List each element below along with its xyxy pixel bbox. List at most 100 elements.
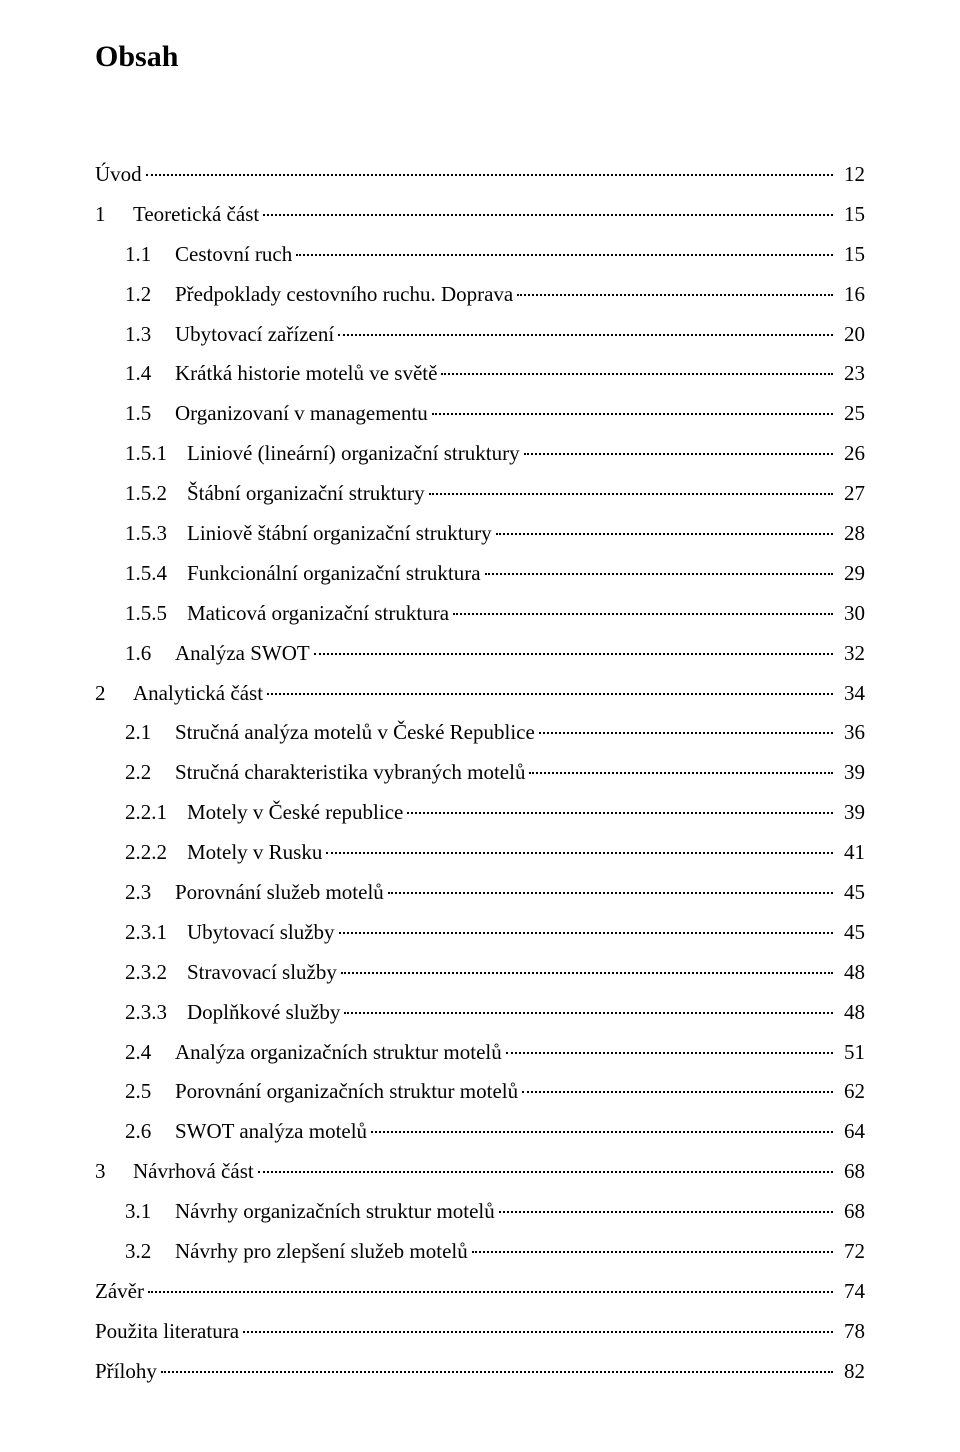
toc-entry-label: Přílohy [95,1352,157,1392]
toc-entry-number: 3.1 [125,1192,175,1232]
toc-dot-leader [524,453,833,455]
toc-entry: 2.3.2Stravovací služby48 [95,953,865,993]
toc-entry-page: 28 [837,514,865,554]
toc-dot-leader [522,1091,833,1093]
toc-dot-leader [506,1052,833,1054]
toc-entry-label: Analýza organizačních struktur motelů [175,1033,502,1073]
toc-entry: Závěr74 [95,1272,865,1312]
toc-entry-page: 16 [837,275,865,315]
toc-entry-label: Motely v Rusku [187,833,322,873]
toc-dot-leader [148,1291,833,1293]
toc-entry-label: Závěr [95,1272,144,1312]
toc-entry: 1.5.2Štábní organizační struktury 27 [95,474,865,514]
toc-entry-label: Motely v České republice [187,793,403,833]
toc-dot-leader [296,254,833,256]
toc-entry: 1.3Ubytovací zařízení20 [95,315,865,355]
toc-dot-leader [529,772,833,774]
toc-entry: 2.2Stručná charakteristika vybraných mot… [95,753,865,793]
toc-entry-page: 72 [837,1232,865,1272]
toc-dot-leader [388,892,833,894]
toc-dot-leader [267,693,833,695]
toc-entry-label: Teoretická část [133,195,259,235]
toc-entry-label: Maticová organizační struktura [187,594,449,634]
toc-entry-label: Ubytovací zařízení [175,315,334,355]
toc-entry: 2.3Porovnání služeb motelů45 [95,873,865,913]
toc-entry-label: Krátká historie motelů ve světě [175,354,437,394]
toc-entry-label: Cestovní ruch [175,235,292,275]
toc-entry-label: Funkcionální organizační struktura [187,554,481,594]
toc-entry-label: Liniově štábní organizační struktury [187,514,492,554]
toc-entry-label: Liniové (lineární) organizační struktury [187,434,520,474]
toc-entry: 1.6Analýza SWOT32 [95,634,865,674]
toc-entry-number: 2.6 [125,1112,175,1152]
toc-entry-number: 1.2 [125,275,175,315]
toc-entry: 1Teoretická část15 [95,195,865,235]
toc-entry-label: Úvod [95,155,142,195]
toc-entry-page: 68 [837,1152,865,1192]
toc-entry-label: Analýza SWOT [175,634,310,674]
toc-entry-page: 64 [837,1112,865,1152]
toc-entry-page: 34 [837,674,865,714]
toc-dot-leader [161,1371,833,1373]
toc-entry: 3.1Návrhy organizačních struktur motelů6… [95,1192,865,1232]
toc-entry-number: 3.2 [125,1232,175,1272]
toc-entry-page: 32 [837,634,865,674]
toc-entry-number: 1.5.5 [125,594,187,634]
toc-entry: 2.2.2Motely v Rusku41 [95,833,865,873]
toc-entry-page: 51 [837,1033,865,1073]
toc-entry: 2.3.1Ubytovací služby45 [95,913,865,953]
toc-entry-page: 20 [837,315,865,355]
toc-entry: 3.2Návrhy pro zlepšení služeb motelů72 [95,1232,865,1272]
toc-entry-page: 48 [837,953,865,993]
toc-entry: 2.5Porovnání organizačních struktur mote… [95,1072,865,1112]
toc-entry: 2.1Stručná analýza motelů v České Republ… [95,713,865,753]
toc-entry-page: 48 [837,993,865,1033]
toc-entry: 2Analytická část34 [95,674,865,714]
toc-entry-page: 27 [837,474,865,514]
toc-entry-number: 1.5.2 [125,474,187,514]
toc-entry-label: Štábní organizační struktury [187,474,425,514]
toc-entry-number: 2.2 [125,753,175,793]
toc-entry: 2.2.1Motely v České republice39 [95,793,865,833]
toc-entry: 1.5.5Maticová organizační struktura30 [95,594,865,634]
toc-entry-label: Stručná charakteristika vybraných motelů [175,753,525,793]
toc-entry-number: 1.5 [125,394,175,434]
toc-entry: 2.6SWOT analýza motelů64 [95,1112,865,1152]
toc-entry: 3Návrhová část68 [95,1152,865,1192]
toc-dot-leader [326,852,833,854]
toc-entry-number: 2.4 [125,1033,175,1073]
toc-dot-leader [429,493,833,495]
toc-dot-leader [243,1331,833,1333]
toc-entry: 1.1Cestovní ruch15 [95,235,865,275]
toc-dot-leader [146,174,833,176]
toc-dot-leader [339,932,833,934]
toc-entry-page: 36 [837,713,865,753]
toc-entry-number: 1 [95,195,133,235]
toc-entry: 1.5.3Liniově štábní organizační struktur… [95,514,865,554]
toc-entry-number: 1.5.3 [125,514,187,554]
toc-entry: Přílohy82 [95,1352,865,1392]
toc-entry-label: Použita literatura [95,1312,239,1352]
toc-dot-leader [432,413,833,415]
page: Obsah Úvod1 2 1Teoretická část151.1Cestovn… [0,0,960,1452]
toc-entry-label: Návrhy organizačních struktur motelů [175,1192,495,1232]
toc-entry-page: 25 [837,394,865,434]
toc-entry-number: 1.5.4 [125,554,187,594]
toc-entry: 2.3.3Doplňkové služby48 [95,993,865,1033]
page-title: Obsah [95,28,865,85]
toc-entry: 1.5.1Liniové (lineární) organizační stru… [95,434,865,474]
toc-entry-page: 62 [837,1072,865,1112]
toc-dot-leader [258,1171,833,1173]
toc-entry-number: 1.1 [125,235,175,275]
toc-entry-page: 45 [837,913,865,953]
toc-entry-page: 26 [837,434,865,474]
toc-dot-leader [407,812,833,814]
toc-entry: Použita literatura78 [95,1312,865,1352]
toc-entry-number: 3 [95,1152,133,1192]
toc-entry-number: 2.1 [125,713,175,753]
toc-entry-label: Porovnání služeb motelů [175,873,384,913]
toc-entry-number: 2 [95,674,133,714]
toc-entry-page: 29 [837,554,865,594]
toc-entry: 2.4Analýza organizačních struktur motelů… [95,1033,865,1073]
toc-entry-label: Stručná analýza motelů v České Republice [175,713,535,753]
